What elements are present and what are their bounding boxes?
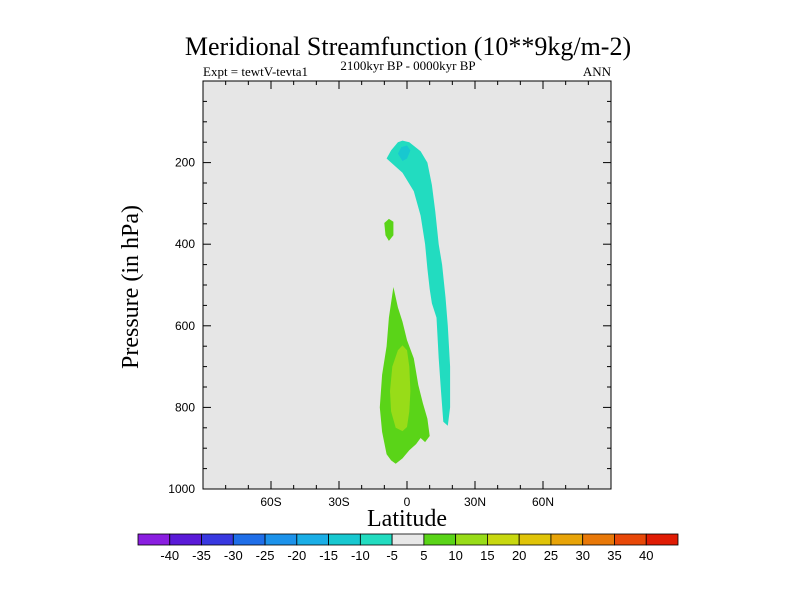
contour-region-5 <box>384 218 394 241</box>
y-tick-label: 200 <box>175 156 195 170</box>
contour-regions <box>379 140 451 464</box>
x-axis-label: Latitude <box>367 506 447 532</box>
y-tick-label: 600 <box>175 319 195 333</box>
right-label: ANN <box>583 64 612 79</box>
colorbar-label: -10 <box>351 548 370 563</box>
colorbar-label: -30 <box>224 548 243 563</box>
colorbar-label: -20 <box>287 548 306 563</box>
colorbar-swatch <box>423 533 457 546</box>
colorbar-swatch <box>550 533 584 546</box>
y-axis-label: Pressure (in hPa) <box>118 205 144 369</box>
chart-subtitle: 2100kyr BP - 0000kyr BP <box>340 58 475 73</box>
colorbar: -40 -35 -30 -25 -20 -15 -10 -5 5 10 15 20 25 30 35 40 <box>137 533 679 563</box>
x-tick-label: 30S <box>328 495 349 509</box>
colorbar-swatch <box>645 533 679 546</box>
y-tick-label: 800 <box>175 400 195 414</box>
colorbar-swatch <box>359 533 393 546</box>
colorbar-label: 25 <box>544 548 558 563</box>
colorbar-swatch <box>455 533 488 546</box>
colorbar-label: 15 <box>480 548 494 563</box>
colorbar-label: -15 <box>319 548 338 563</box>
x-tick-label: 60N <box>532 495 554 509</box>
colorbar-label: -5 <box>386 548 398 563</box>
x-tick-label: 60S <box>260 495 281 509</box>
colorbar-label: -25 <box>256 548 275 563</box>
colorbar-swatch <box>232 533 266 546</box>
colorbar-swatch <box>518 533 552 546</box>
y-tick-label: 1000 <box>168 482 195 496</box>
colorbar-label: 20 <box>512 548 526 563</box>
contour-region-1 <box>386 140 451 426</box>
colorbar-label: 5 <box>420 548 427 563</box>
colorbar-swatch <box>169 533 202 546</box>
colorbar-label: 40 <box>639 548 653 563</box>
contour-region-2 <box>397 145 411 161</box>
colorbar-swatch <box>201 533 234 546</box>
colorbar-label: 30 <box>575 548 589 563</box>
colorbar-swatch <box>487 533 520 546</box>
colorbar-swatch <box>137 533 171 546</box>
x-tick-label: 30N <box>464 495 486 509</box>
colorbar-swatch <box>296 533 329 546</box>
colorbar-label: 35 <box>607 548 621 563</box>
colorbar-swatch <box>391 533 425 546</box>
y-tick-label: 400 <box>175 237 195 251</box>
colorbar-label: -40 <box>160 548 179 563</box>
chart-title: Meridional Streamfunction (10**9kg/m-2) <box>185 32 631 61</box>
x-tick-label: 0 <box>404 495 411 509</box>
colorbar-swatch <box>264 533 298 546</box>
colorbar-swatch <box>582 533 615 546</box>
axes: 60S 30S 0 30N 60N 200 400 600 800 1000 <box>168 81 611 509</box>
colorbar-label: 10 <box>448 548 462 563</box>
colorbar-swatch <box>614 533 647 546</box>
left-label: Expt = tewtV-tevta1 <box>203 64 308 79</box>
colorbar-swatch <box>328 533 361 546</box>
contour-region-4 <box>390 345 411 432</box>
colorbar-label: -35 <box>192 548 211 563</box>
